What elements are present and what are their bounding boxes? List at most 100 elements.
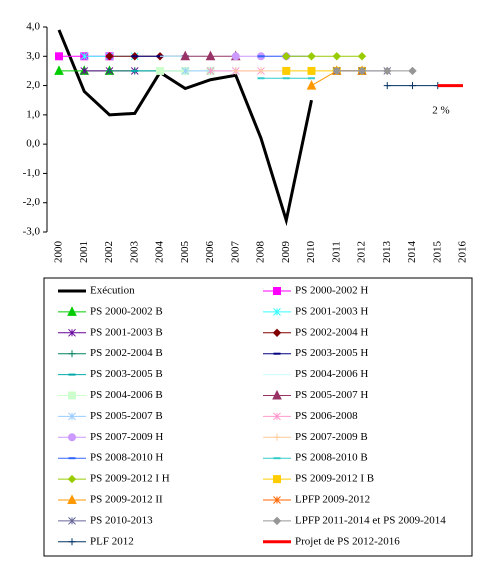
marker xyxy=(68,538,76,546)
marker xyxy=(273,475,281,484)
marker xyxy=(181,67,190,75)
marker xyxy=(273,496,281,504)
marker xyxy=(409,82,416,90)
marker xyxy=(68,328,76,337)
y-tick-label: 0,0 xyxy=(26,138,40,150)
y-tick-label: 2,0 xyxy=(26,79,40,91)
y-tick-label: 4,0 xyxy=(26,21,40,33)
marker xyxy=(54,65,64,75)
marker xyxy=(205,50,216,61)
marker xyxy=(307,66,316,75)
x-tick-label: 2006 xyxy=(204,241,216,264)
marker xyxy=(68,391,76,400)
x-tick-label: 2012 xyxy=(356,241,368,263)
legend-label: PS 2004-2006 B xyxy=(90,389,163,401)
marker xyxy=(231,52,240,61)
x-tick-label: 2003 xyxy=(128,241,140,264)
legend-label: PS 2004-2006 H xyxy=(295,368,368,380)
legend-label: PLF 2012 xyxy=(90,535,134,547)
y-tick-label: -2,0 xyxy=(23,196,41,208)
legend-label: PS 2002-2004 B xyxy=(90,347,163,359)
x-tick-label: 2002 xyxy=(103,241,115,263)
marker xyxy=(332,66,341,76)
marker xyxy=(68,350,76,358)
legend-label: PS 2009-2012 II xyxy=(90,494,163,506)
legend-label: PS 2007-2009 B xyxy=(295,431,368,443)
legend-label: PS 2005-2007 H xyxy=(295,389,368,401)
legend-label: PS 2008-2010 H xyxy=(90,452,163,464)
marker xyxy=(408,66,417,76)
legend-label: PS 2000-2002 H xyxy=(295,285,368,297)
marker xyxy=(106,67,113,75)
marker xyxy=(68,412,76,421)
legend-label: PS 2009-2012 I B xyxy=(295,473,374,485)
marker xyxy=(180,50,191,61)
legend-label: LPFP 2009-2012 xyxy=(295,494,370,506)
marker xyxy=(282,52,291,61)
x-tick-label: 2005 xyxy=(179,241,191,264)
marker xyxy=(206,67,215,75)
x-tick-label: 2011 xyxy=(330,241,342,263)
x-tick-label: 2008 xyxy=(255,241,267,264)
x-tick-label: 2016 xyxy=(457,241,469,264)
marker xyxy=(80,52,89,61)
x-tick-label: 2007 xyxy=(229,241,241,264)
marker xyxy=(67,306,77,316)
marker xyxy=(67,474,77,484)
x-tick-label: 2009 xyxy=(280,241,292,264)
x-tick-label: 2014 xyxy=(406,241,418,264)
y-tick-label: 3,0 xyxy=(26,50,40,62)
marker xyxy=(357,52,367,61)
legend-label: PS 2000-2002 B xyxy=(90,305,163,317)
marker xyxy=(273,287,281,295)
legend-label: PS 2003-2005 H xyxy=(295,347,368,359)
legend-label: PS 2009-2012 I H xyxy=(90,473,170,485)
annotation: 2 % xyxy=(432,105,449,117)
marker xyxy=(156,66,164,75)
legend-label: Exécution xyxy=(90,285,135,297)
marker xyxy=(257,67,265,75)
legend-label: PS 2003-2005 B xyxy=(90,368,163,380)
marker xyxy=(273,412,281,421)
marker xyxy=(68,433,76,442)
marker xyxy=(273,308,281,316)
marker xyxy=(105,52,114,61)
marker xyxy=(272,389,282,400)
legend-label: PS 2008-2010 B xyxy=(295,452,368,464)
marker xyxy=(383,66,392,76)
y-tick-label: -1,0 xyxy=(23,167,41,179)
y-tick-label: 1,0 xyxy=(26,108,40,120)
x-tick-label: 2015 xyxy=(431,241,443,264)
legend-label: PS 2007-2009 H xyxy=(90,431,163,443)
marker xyxy=(80,67,89,75)
marker xyxy=(68,517,76,525)
marker xyxy=(383,82,391,90)
marker xyxy=(307,52,316,61)
marker xyxy=(282,66,291,75)
legend-label: PS 2005-2007 B xyxy=(90,410,163,422)
legend-label: PS 2001-2003 H xyxy=(295,305,368,317)
marker xyxy=(357,66,367,76)
marker xyxy=(232,67,240,75)
marker xyxy=(273,433,281,441)
legend-label: PS 2006-2008 xyxy=(295,410,358,422)
x-tick-label: 2004 xyxy=(154,241,166,264)
y-tick-label: -3,0 xyxy=(23,226,41,238)
marker xyxy=(55,52,63,61)
marker xyxy=(272,516,282,526)
legend-box xyxy=(43,277,473,557)
series-line xyxy=(57,29,313,227)
legend-label: PS 2010-2013 xyxy=(90,514,153,526)
legend-label: PS 2002-2004 H xyxy=(295,326,368,338)
marker xyxy=(67,494,77,504)
x-tick-label: 2001 xyxy=(78,241,90,263)
marker xyxy=(332,52,341,61)
x-tick-label: 2000 xyxy=(53,241,65,264)
legend-label: LPFP 2011-2014 et PS 2009-2014 xyxy=(295,514,446,526)
legend-label: Projet de PS 2012-2016 xyxy=(295,535,400,547)
x-tick-label: 2013 xyxy=(381,241,393,264)
marker xyxy=(272,328,282,338)
legend-label: PS 2001-2003 B xyxy=(90,326,163,338)
x-tick-label: 2010 xyxy=(305,241,317,264)
